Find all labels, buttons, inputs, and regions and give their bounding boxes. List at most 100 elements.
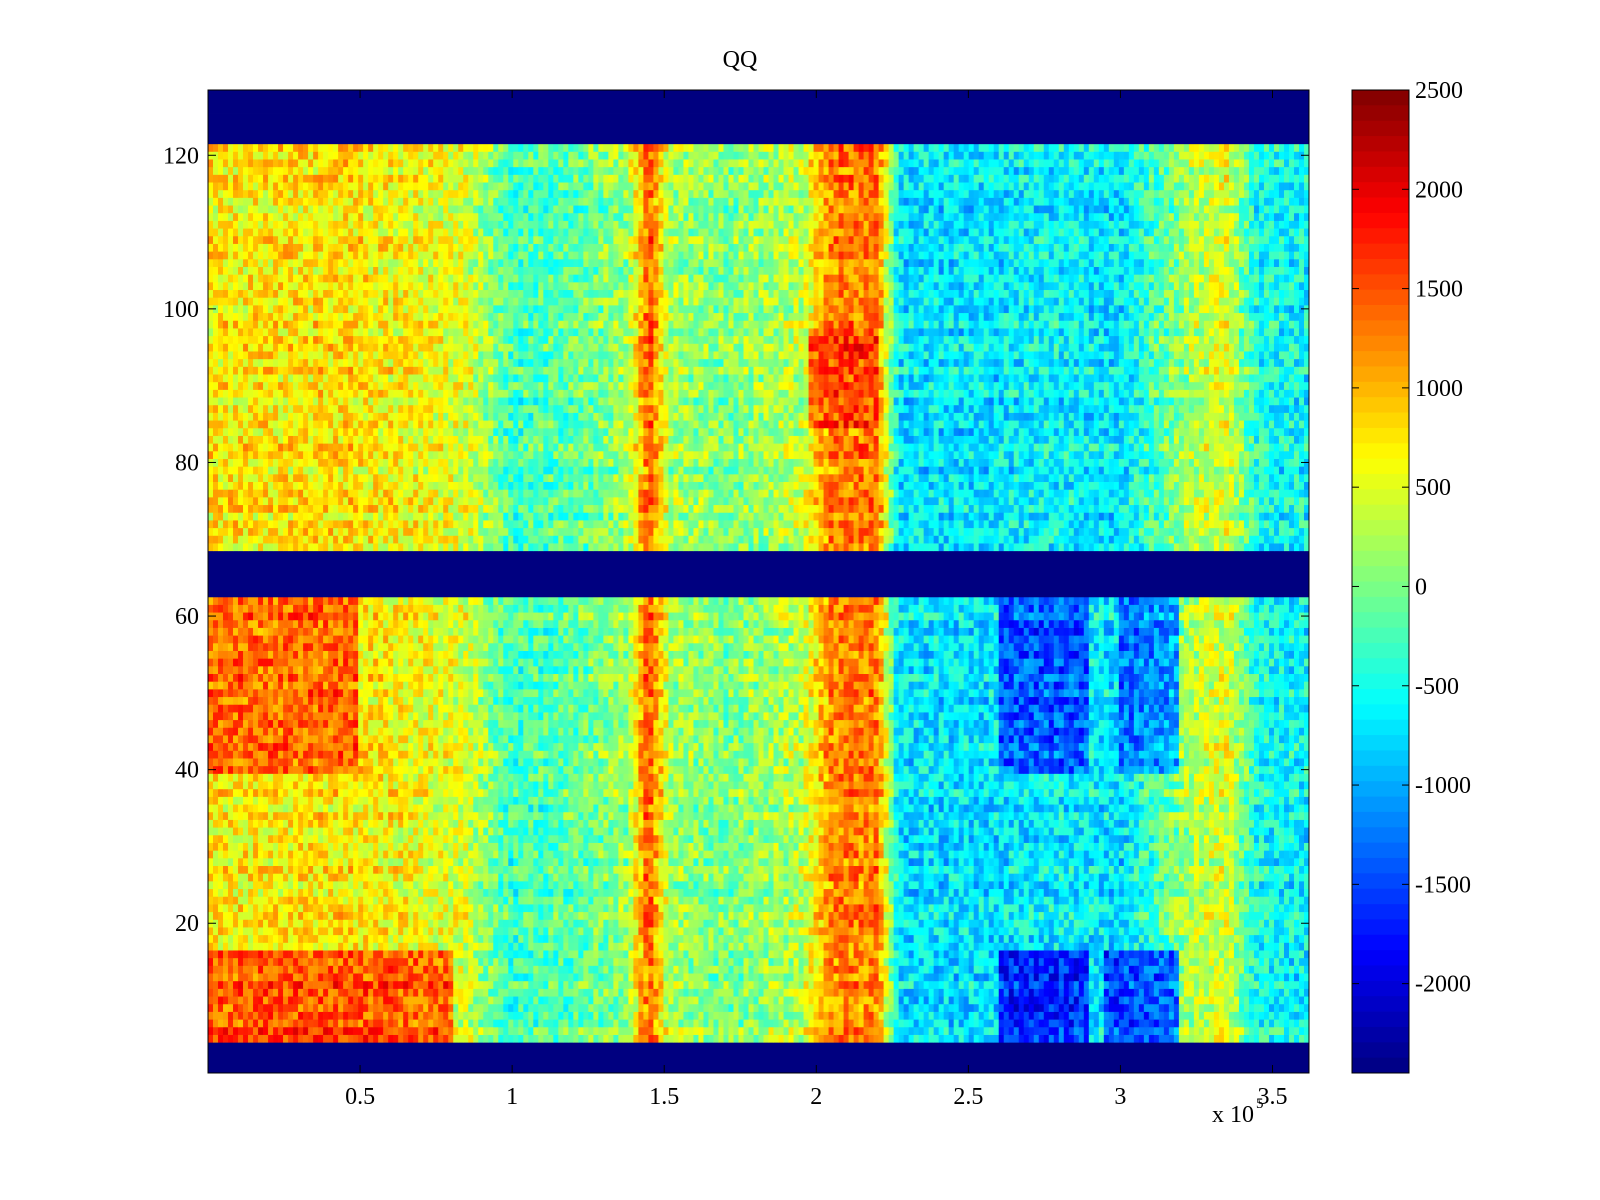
heatmap-cell bbox=[1299, 1004, 1304, 1012]
heatmap-cell bbox=[894, 1035, 899, 1043]
heatmap-cell bbox=[383, 981, 388, 989]
heatmap-cell bbox=[623, 996, 628, 1004]
heatmap-cell bbox=[999, 1012, 1004, 1020]
heatmap-cell bbox=[1044, 996, 1049, 1004]
heatmap-cell bbox=[914, 1027, 919, 1035]
heatmap-cell bbox=[924, 1019, 929, 1027]
heatmap-cell bbox=[728, 973, 733, 981]
heatmap-cell bbox=[1009, 1027, 1014, 1035]
heatmap-cell bbox=[1079, 1027, 1084, 1035]
heatmap-cell bbox=[663, 989, 668, 997]
heatmap-cell bbox=[859, 981, 864, 989]
heatmap-cell bbox=[553, 981, 558, 989]
heatmap-cell bbox=[678, 996, 683, 1004]
heatmap-cell bbox=[829, 1019, 834, 1027]
heatmap-cell bbox=[653, 1012, 658, 1020]
heatmap-cell bbox=[774, 981, 779, 989]
heatmap-cell bbox=[1264, 981, 1269, 989]
heatmap-cell bbox=[1089, 1027, 1094, 1035]
heatmap-cell bbox=[513, 973, 518, 981]
heatmap-cell bbox=[563, 1012, 568, 1020]
heatmap-cell bbox=[1249, 1035, 1254, 1043]
heatmap-cell bbox=[398, 981, 403, 989]
heatmap-cell bbox=[433, 1027, 438, 1035]
heatmap-cell bbox=[613, 989, 618, 997]
heatmap-cell bbox=[1264, 1035, 1269, 1043]
heatmap-cell bbox=[1219, 981, 1224, 989]
heatmap-cell bbox=[423, 1019, 428, 1027]
heatmap-cell bbox=[683, 1035, 688, 1043]
heatmap-cell bbox=[1029, 1012, 1034, 1020]
heatmap-cell bbox=[583, 1027, 588, 1035]
heatmap-cell bbox=[503, 1035, 508, 1043]
heatmap-cell bbox=[959, 1012, 964, 1020]
heatmap-cell bbox=[1099, 1019, 1104, 1027]
heatmap-cell bbox=[969, 973, 974, 981]
heatmap-cell bbox=[458, 1004, 463, 1012]
heatmap-cell bbox=[1139, 1019, 1144, 1027]
heatmap-cell bbox=[418, 996, 423, 1004]
heatmap-cell bbox=[638, 1035, 643, 1043]
heatmap-cell bbox=[1099, 989, 1104, 997]
heatmap-cell bbox=[779, 1035, 784, 1043]
heatmap-cell bbox=[854, 1035, 859, 1043]
heatmap-cell bbox=[814, 989, 819, 997]
heatmap-cell bbox=[1284, 1012, 1289, 1020]
heatmap-cell bbox=[1024, 996, 1029, 1004]
heatmap-cell bbox=[1024, 1019, 1029, 1027]
heatmap-cell bbox=[648, 996, 653, 1004]
heatmap-cell bbox=[503, 973, 508, 981]
heatmap-cell bbox=[934, 1019, 939, 1027]
heatmap-cell bbox=[1204, 1004, 1209, 1012]
heatmap-cell bbox=[1029, 989, 1034, 997]
heatmap-cell bbox=[488, 1004, 493, 1012]
heatmap-cell bbox=[1174, 1035, 1179, 1043]
heatmap-cell bbox=[899, 1012, 904, 1020]
heatmap-cell bbox=[603, 1004, 608, 1012]
heatmap-cell bbox=[1114, 981, 1119, 989]
heatmap-cell bbox=[1269, 996, 1274, 1004]
heatmap-cell bbox=[618, 1019, 623, 1027]
heatmap-cell bbox=[278, 1027, 283, 1035]
heatmap-cell bbox=[804, 1027, 809, 1035]
heatmap-cell bbox=[338, 1035, 343, 1043]
heatmap-cell bbox=[1229, 996, 1234, 1004]
heatmap-cell bbox=[954, 1027, 959, 1035]
heatmap-cell bbox=[688, 1027, 693, 1035]
heatmap-cell bbox=[1084, 981, 1089, 989]
heatmap-cell bbox=[1169, 973, 1174, 981]
heatmap-cell bbox=[1034, 1027, 1039, 1035]
heatmap-cell bbox=[1284, 981, 1289, 989]
heatmap-cell bbox=[508, 973, 513, 981]
heatmap-cell bbox=[804, 996, 809, 1004]
heatmap-cell bbox=[538, 1004, 543, 1012]
heatmap-plot[interactable] bbox=[208, 90, 1309, 1073]
heatmap-cell bbox=[403, 1027, 408, 1035]
heatmap-cell bbox=[1234, 1019, 1239, 1027]
heatmap-cell bbox=[628, 1004, 633, 1012]
heatmap-cell bbox=[1009, 1019, 1014, 1027]
heatmap-cell bbox=[463, 981, 468, 989]
heatmap-cell bbox=[1054, 981, 1059, 989]
heatmap-cell bbox=[1244, 1027, 1249, 1035]
heatmap-cell bbox=[668, 981, 673, 989]
heatmap-cell bbox=[954, 1004, 959, 1012]
heatmap-cell bbox=[473, 973, 478, 981]
heatmap-cell bbox=[769, 973, 774, 981]
heatmap-cell bbox=[1074, 981, 1079, 989]
heatmap-cell bbox=[1134, 1027, 1139, 1035]
heatmap-cell bbox=[518, 1019, 523, 1027]
heatmap-cell bbox=[1049, 981, 1054, 989]
heatmap-cell bbox=[353, 1019, 358, 1027]
heatmap-cell bbox=[573, 1004, 578, 1012]
heatmap-cell bbox=[463, 973, 468, 981]
heatmap-cell bbox=[819, 981, 824, 989]
heatmap-cell bbox=[1099, 1004, 1104, 1012]
heatmap-cell bbox=[799, 973, 804, 981]
heatmap-cell bbox=[1079, 996, 1084, 1004]
heatmap-cell bbox=[989, 989, 994, 997]
heatmap-cell bbox=[839, 1019, 844, 1027]
heatmap-cell bbox=[1239, 973, 1244, 981]
heatmap-cell bbox=[984, 1019, 989, 1027]
heatmap-cell bbox=[618, 1004, 623, 1012]
